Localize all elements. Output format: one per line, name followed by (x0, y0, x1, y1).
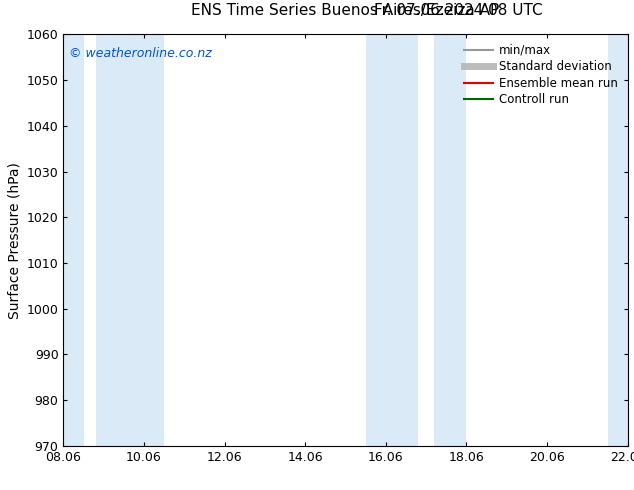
Bar (63, 34, 84, 446)
Text: ENS Time Series Buenos Aires/Ezeiza AP: ENS Time Series Buenos Aires/Ezeiza AP (191, 3, 500, 18)
Bar (366, 34, 418, 446)
Y-axis label: Surface Pressure (hPa): Surface Pressure (hPa) (7, 162, 21, 318)
Text: Fr. 07.06.2024 08 UTC: Fr. 07.06.2024 08 UTC (375, 3, 543, 18)
Bar (96, 34, 164, 446)
Bar (434, 34, 467, 446)
Bar (607, 34, 628, 446)
Text: © weatheronline.co.nz: © weatheronline.co.nz (69, 47, 212, 60)
Legend: min/max, Standard deviation, Ensemble mean run, Controll run: min/max, Standard deviation, Ensemble me… (460, 40, 622, 110)
